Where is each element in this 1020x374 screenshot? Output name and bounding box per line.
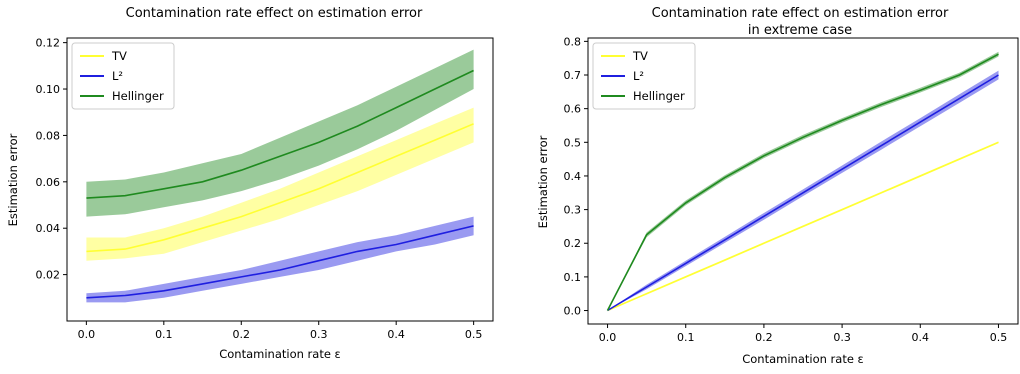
chart-left-ytick-label: 0.04 [36, 222, 61, 235]
chart-right-xtick-label: 0.2 [755, 331, 773, 344]
chart-left-legend-label: TV [111, 49, 127, 63]
chart-right-title: Contamination rate effect on estimation … [652, 6, 949, 21]
chart-left-xlabel: Contamination rate ε [219, 347, 341, 361]
chart-left-band-2 [86, 49, 474, 217]
chart-right-ytick-label: 0.3 [564, 204, 582, 217]
chart-right-ytick-label: 0.6 [564, 103, 582, 116]
chart-right-xtick-label: 0.4 [912, 331, 930, 344]
chart-right-ytick-label: 0.1 [564, 271, 582, 284]
chart-right-line-0 [607, 141, 999, 312]
chart-left-band-1 [86, 216, 474, 303]
chart-right-ytick-label: 0.7 [564, 69, 582, 82]
chart-left-axes-frame [66, 37, 494, 322]
chart-right-legend-label: TV [632, 49, 648, 63]
chart-left-line-2 [86, 69, 474, 199]
chart-left-xtick-label: 0.0 [78, 328, 96, 341]
chart-left-legend-label: Hellinger [112, 89, 164, 103]
chart-right-plot-area: 0.0 0.1 0.2 0.3 0.4 0.5 0.0 0.1 0.2 0.3 0.4 0.5 0.6 0… [564, 35, 1008, 344]
chart-right-legend-label: L² [633, 69, 644, 83]
chart-left-xtick-label: 0.1 [155, 328, 173, 341]
chart-left-line-0 [86, 123, 474, 253]
chart-right-xtick-label: 0.1 [677, 331, 695, 344]
chart-right-legend-label: Hellinger [633, 89, 685, 103]
chart-left-xtick-label: 0.3 [310, 328, 328, 341]
chart-right-axes-frame [587, 37, 1019, 325]
chart-right-xtick-label: 0.3 [833, 331, 851, 344]
chart-right: Contamination rate effect on estimation … [536, 6, 1019, 366]
chart-left-line-1 [86, 225, 474, 299]
chart-left: Contamination rate effect on estimation … [6, 6, 494, 361]
chart-right-ytick-label: 0.8 [564, 35, 582, 48]
chart-right-ytick-label: 0.0 [564, 305, 582, 318]
chart-left-legend [71, 42, 175, 110]
chart-left-ytick-label: 0.02 [36, 269, 61, 282]
chart-right-band-1 [607, 70, 999, 311]
chart-right-legend [592, 42, 696, 110]
chart-left-ytick-label: 0.08 [36, 129, 61, 142]
chart-left-xtick-label: 0.5 [465, 328, 483, 341]
chart-right-xtick-label: 0.0 [599, 331, 617, 344]
chart-left-legend-label: L² [112, 69, 123, 83]
chart-left-ylabel: Estimation error [6, 133, 20, 226]
chart-left-title: Contamination rate effect on estimation … [126, 6, 423, 21]
chart-right-ytick-label: 0.5 [564, 136, 582, 149]
chart-left-xtick-label: 0.2 [233, 328, 251, 341]
chart-right-line-1 [607, 74, 999, 312]
chart-left-plot-area: 0.0 0.1 0.2 0.3 0.4 0.5 0.02 0.04 0.06 0.08 0.10 0.… [36, 37, 483, 341]
chart-left-ytick-label: 0.06 [36, 176, 61, 189]
chart-left-band-0 [86, 107, 474, 261]
chart-right-xtick-label: 0.5 [990, 331, 1008, 344]
chart-right-ylabel: Estimation error [536, 135, 550, 228]
chart-right-xlabel: Contamination rate ε [742, 352, 864, 366]
chart-right-title-line2: in extreme case [748, 23, 852, 38]
chart-right-ytick-label: 0.2 [564, 237, 582, 250]
chart-right-line-2 [606, 53, 999, 311]
chart-right-ytick-label: 0.4 [564, 170, 582, 183]
chart-left-ytick-label: 0.10 [36, 83, 61, 96]
chart-left-ytick-label: 0.12 [36, 37, 61, 50]
chart-left-xtick-label: 0.4 [387, 328, 405, 341]
